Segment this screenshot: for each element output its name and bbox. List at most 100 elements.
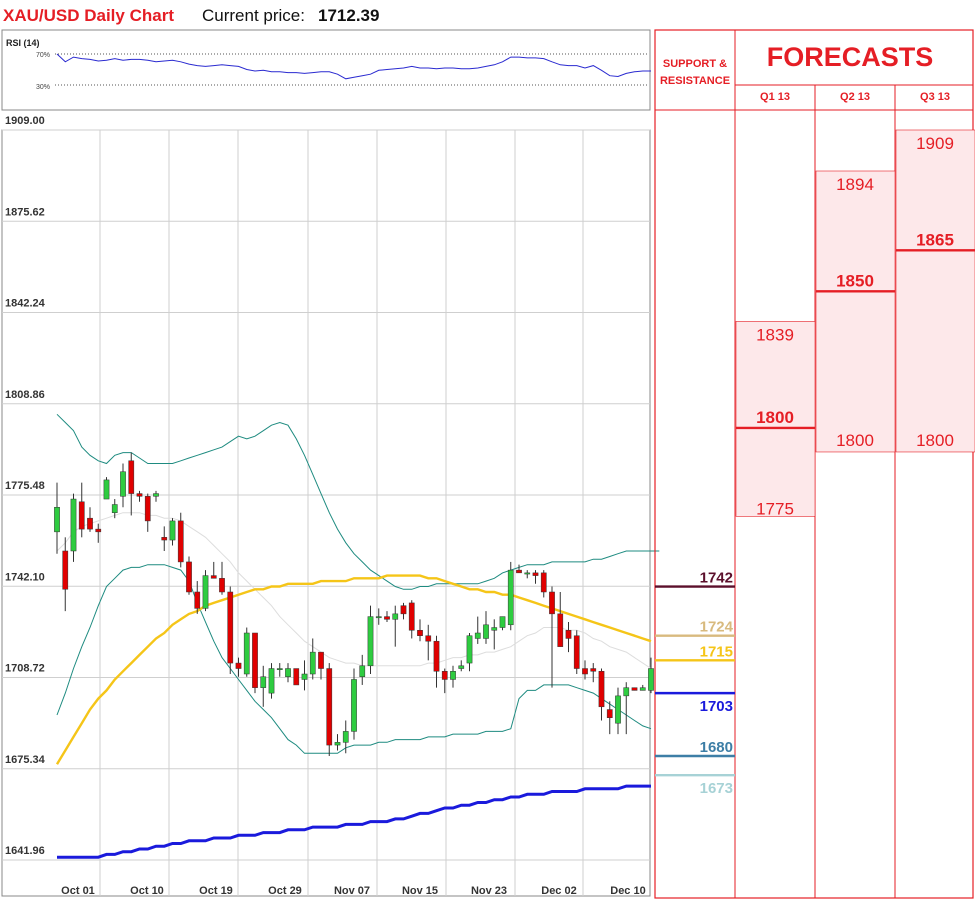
candle-body-bull [623,687,630,697]
candle [557,591,564,647]
sr-title-line1: SUPPORT & [663,58,727,70]
bollinger-upper-line [56,413,660,590]
candle-body-bear [161,537,168,541]
candle [128,452,135,516]
chart-title: XAU/USD Daily Chart [3,6,174,25]
candle-body-bull [260,676,267,688]
sr-level-label: 1673 [700,780,733,797]
x-tick-layer: Oct 01 Oct 10 Oct 19 Oct 29 Nov 07 Nov 15 Nov … [61,885,646,897]
sr-title-line2: RESISTANCE [660,75,730,87]
x-tick-label: Oct 29 [268,885,302,897]
candle-body-bull [54,506,60,533]
candle-body-bull [309,651,316,675]
candle-body-bear [516,569,522,574]
candle-body-bear [227,591,234,664]
y-tick-label: 1775.48 [5,480,45,492]
forecast-range-box [815,170,896,453]
candle-body-bull [375,616,382,619]
x-tick-label: Nov 07 [334,885,370,897]
candle [450,665,456,688]
y-tick-label: 1641.96 [5,845,45,857]
candle [582,660,588,680]
candle-body-bear [210,575,217,579]
rsi-line-layer [56,53,651,80]
candle [177,512,184,568]
sr-level-label: 1703 [700,698,733,715]
rsi-tick-70: 70% [36,52,50,59]
forecasts-title: FORECASTS [767,42,934,72]
candle-body-bull [153,493,159,497]
candle [111,499,118,519]
rsi-title: RSI (14) [6,38,40,48]
candle [433,635,440,688]
forecast-layer: Q1 13 1839 1800 1775 Q2 13 1894 1850 1800 Q3 13 1… [735,91,975,518]
candle-body-bull [491,627,498,631]
candle [392,605,399,647]
candle-body-bear [62,550,69,590]
forecast-mid: 1800 [756,408,794,427]
candle-body-bull [458,665,465,669]
candle-body-bull [474,632,481,639]
sma200-line [57,784,651,859]
candle-body-bull [276,668,283,670]
candle-body-bear [95,528,102,533]
quarter-label: Q2 13 [840,91,870,103]
candle-body-bear [186,561,192,593]
candle [466,632,473,672]
candle [549,586,555,688]
y-tick-label: 1909.00 [5,115,45,127]
rsi-tick-30: 30% [36,84,50,91]
candle [260,665,267,707]
candle-body-bear [557,613,564,647]
forecast-low: 1800 [916,431,954,450]
candle [318,651,324,680]
candle [194,581,201,614]
candle [309,638,316,680]
candle [590,663,597,683]
candle-body-bull [507,569,514,626]
candle [136,490,143,502]
candle [54,482,60,554]
price-panel [1,129,651,897]
candle [301,660,308,691]
candle-body-bear [136,493,143,497]
candle-body-bull [648,668,654,691]
candle [210,561,217,579]
candle-body-bull [243,632,250,675]
candle [400,602,407,620]
candle [458,660,465,672]
sr-level-label: 1680 [700,739,733,756]
candle [326,663,333,757]
candle-body-bull [103,479,110,500]
candle [375,608,382,625]
candle [161,526,168,551]
candle [540,570,547,598]
candle-body-bear [219,578,225,593]
candle [78,482,85,538]
candle-body-bull [351,679,357,732]
candle-body-bull [615,695,621,724]
candle-body-bull [285,668,291,677]
candle [474,616,481,644]
candle [499,616,506,631]
candle [606,701,613,735]
candle-body-bear [582,668,588,675]
candle-body-bear [326,668,333,746]
candle-body-bear [433,640,440,672]
candle [631,687,638,691]
candle [285,663,291,683]
candle [169,518,176,546]
candle [441,668,448,694]
candle-body-bear [400,605,407,615]
candle [144,493,151,532]
forecast-high: 1839 [756,325,794,344]
candle-body-bear [78,501,85,530]
x-tick-label: Oct 10 [130,885,164,897]
rsi-line [56,53,651,80]
candle-body-bull [639,687,646,691]
candle [235,657,242,677]
candle-body-bull [392,613,399,620]
candle [202,570,209,612]
candle-body-bear [128,460,135,494]
